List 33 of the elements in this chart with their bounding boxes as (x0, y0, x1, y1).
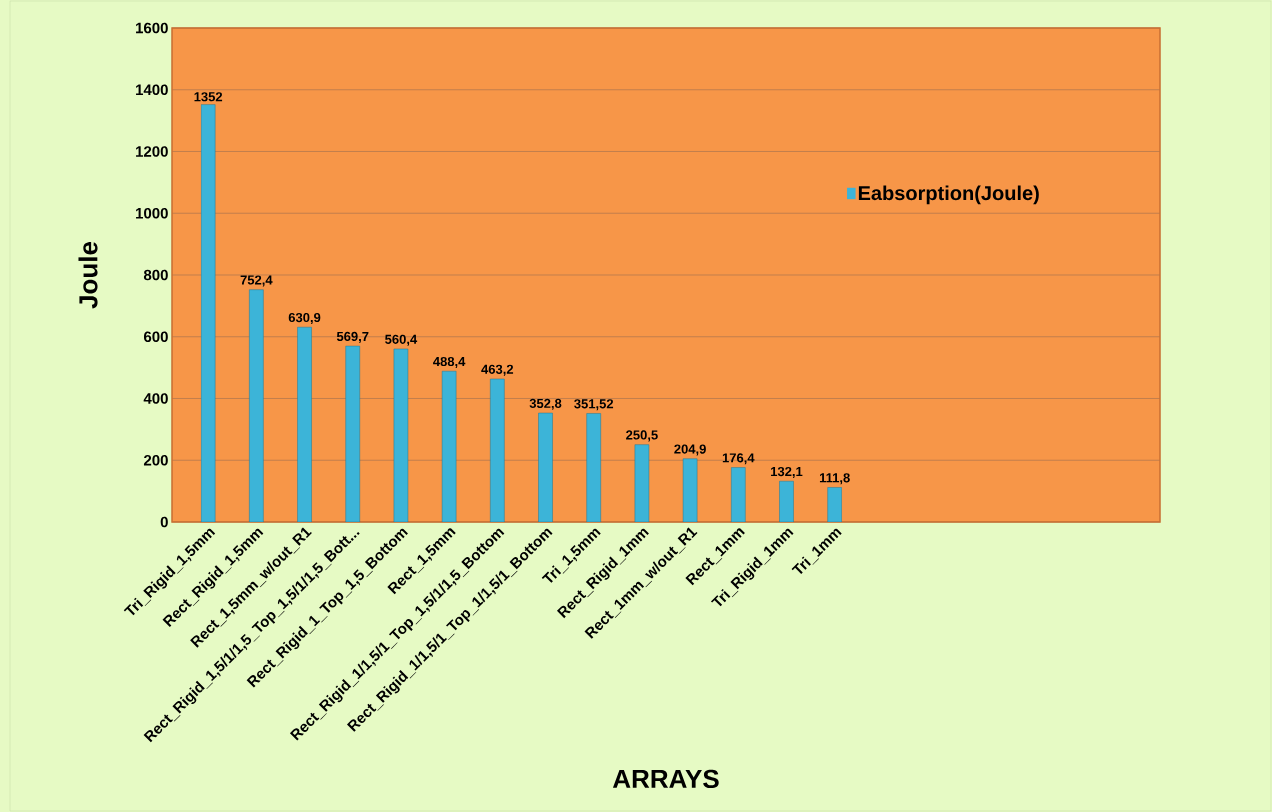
data-label: 463,2 (481, 364, 514, 376)
data-label: 560,4 (385, 334, 418, 346)
data-label: 488,4 (433, 356, 466, 368)
y-tick-label: 600 (143, 331, 168, 343)
y-tick-label: 800 (143, 269, 168, 281)
bar (345, 345, 360, 522)
bar (249, 289, 264, 522)
data-label: 352,8 (529, 398, 562, 410)
data-label: 1352 (194, 92, 223, 102)
y-tick-label: 1600 (136, 22, 168, 34)
bar (490, 378, 505, 522)
data-label: 752,4 (240, 275, 273, 287)
data-label: 250,5 (626, 430, 658, 442)
y-tick-label: 1000 (136, 207, 168, 219)
bar (586, 413, 601, 522)
y-tick-label: 1400 (136, 84, 168, 96)
bar (731, 467, 746, 522)
y-axis-title: Joule (78, 241, 98, 309)
y-tick-label: 400 (143, 393, 168, 404)
y-tick-label: 200 (143, 454, 168, 466)
data-label: 630,9 (288, 312, 321, 325)
bar (538, 412, 553, 522)
data-label: 132,1 (771, 466, 803, 479)
data-label: 204,9 (674, 444, 706, 456)
bar (297, 326, 312, 522)
data-label: 569,7 (336, 331, 369, 343)
data-label: 176,4 (722, 453, 755, 465)
data-label: 351,52 (574, 399, 614, 411)
data-label: 111,8 (819, 473, 850, 485)
legend-label: Eabsorption(Joule) (858, 185, 1039, 205)
y-tick-label: 0 (160, 516, 168, 528)
x-axis-title: ARRAYS (612, 769, 719, 789)
y-tick-label: 1200 (136, 146, 168, 157)
